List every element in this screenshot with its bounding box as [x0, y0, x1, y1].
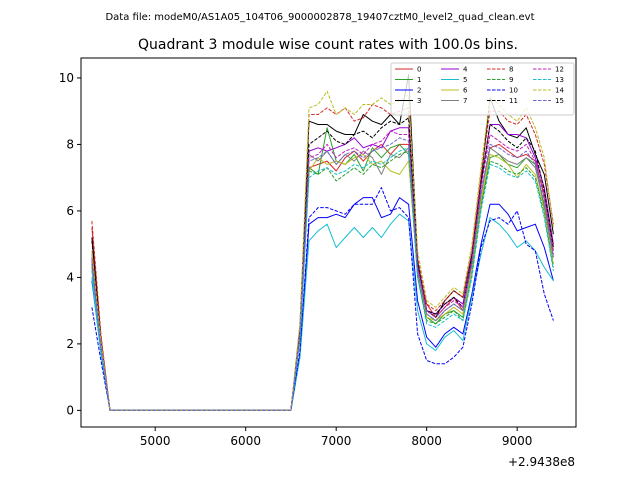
series-line-10	[91, 187, 554, 411]
x-tick-label: 8000	[411, 434, 442, 448]
legend-label-15: 15	[555, 97, 564, 105]
y-tick-label: 0	[66, 403, 74, 417]
legend-label-12: 12	[555, 66, 564, 74]
series-line-5	[91, 213, 554, 411]
legend-label-14: 14	[555, 87, 564, 95]
y-tick-label: 8	[66, 137, 74, 151]
legend-label-0: 0	[417, 66, 421, 74]
axes-frame	[80, 57, 577, 428]
legend-label-2: 2	[417, 87, 421, 95]
series-line-14	[91, 90, 554, 411]
legend-label-3: 3	[417, 97, 421, 105]
x-offset-label: +2.9438e8	[508, 455, 575, 469]
legend-label-9: 9	[509, 76, 513, 84]
legend-label-13: 13	[555, 76, 564, 84]
legend-label-4: 4	[463, 66, 468, 74]
figure-header: Data file: modeM0/AS1A05_104T06_90000028…	[105, 12, 534, 23]
legend-label-5: 5	[463, 76, 467, 84]
y-tick-label: 2	[66, 337, 74, 351]
legend-box	[390, 62, 575, 116]
legend-label-6: 6	[463, 87, 468, 95]
x-tick-label: 7000	[321, 434, 352, 448]
legend-label-8: 8	[509, 66, 513, 74]
series-layer	[91, 74, 554, 411]
x-tick-label: 9000	[502, 434, 533, 448]
legend-label-10: 10	[509, 87, 518, 95]
chart-title: Quadrant 3 module wise count rates with …	[138, 37, 518, 53]
legend-label-7: 7	[463, 97, 467, 105]
series-line-15	[91, 137, 554, 411]
series-line-8	[91, 104, 554, 411]
series-line-13	[91, 147, 554, 411]
y-tick-label: 6	[66, 204, 74, 218]
legend-label-11: 11	[509, 97, 518, 105]
y-tick-label: 4	[66, 270, 74, 284]
series-line-2	[91, 197, 554, 411]
x-tick-label: 6000	[230, 434, 261, 448]
legend-label-1: 1	[417, 76, 421, 84]
series-line-12	[91, 130, 554, 411]
x-tick-label: 5000	[140, 434, 171, 448]
y-tick-label: 10	[59, 71, 74, 85]
